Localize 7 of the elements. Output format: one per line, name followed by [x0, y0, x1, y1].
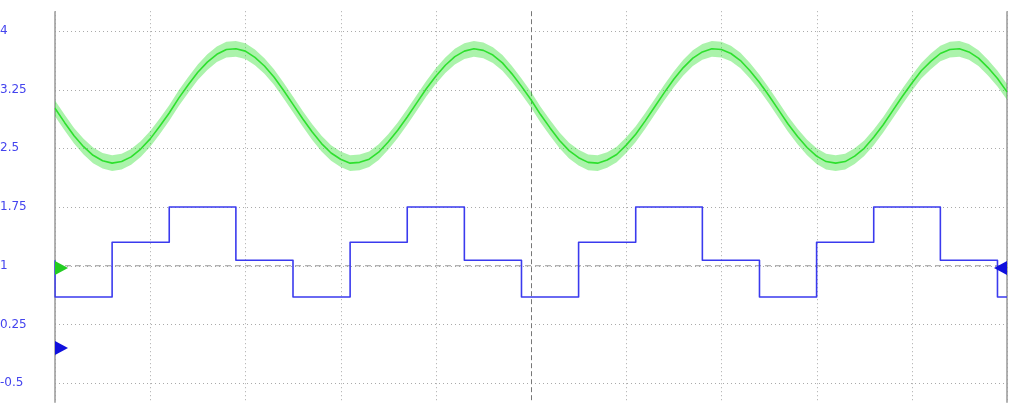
y-tick-label: 3.25	[0, 81, 27, 96]
y-tick-label: 0.25	[0, 316, 27, 331]
y-tick-label: 2.5	[0, 140, 20, 155]
y-tick-label: -0.5	[0, 375, 24, 390]
y-tick-label: 1.75	[0, 199, 27, 214]
y-tick-label: 1	[0, 257, 8, 272]
y-tick-label: 4	[0, 22, 8, 37]
